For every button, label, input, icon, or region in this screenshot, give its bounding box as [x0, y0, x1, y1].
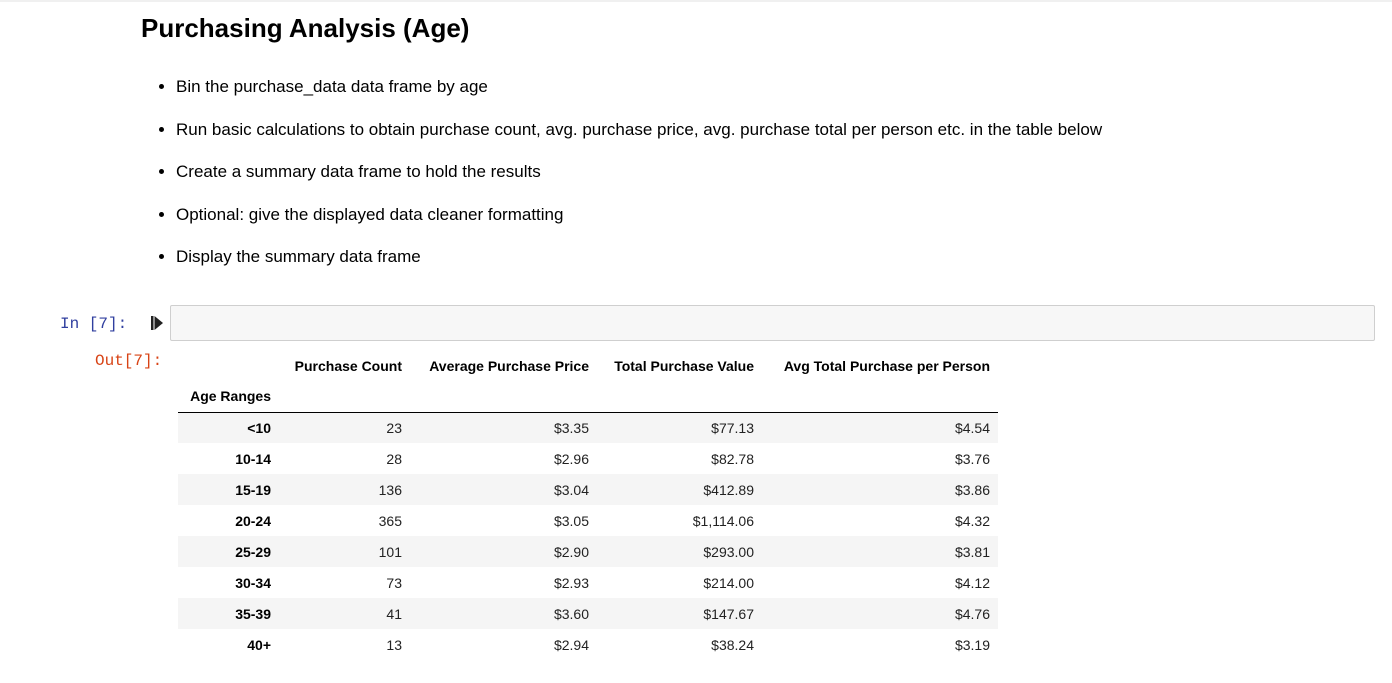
table-cell: $4.54	[954, 419, 990, 436]
row-label: 20-24	[235, 512, 271, 529]
table-cell: $82.78	[711, 450, 754, 467]
table-row: <10 23 $3.35 $77.13 $4.54	[178, 412, 998, 443]
table-cell: $3.60	[553, 605, 589, 622]
table-cell: $2.90	[553, 543, 589, 560]
run-cell-icon[interactable]	[150, 315, 164, 331]
table-cell: $214.00	[703, 574, 754, 591]
table-cell: 73	[386, 574, 402, 591]
table-row: 40+ 13 $2.94 $38.24 $3.19	[178, 629, 998, 660]
code-input[interactable]	[170, 305, 1375, 341]
table-cell: 28	[386, 450, 402, 467]
list-item: Optional: give the displayed data cleane…	[176, 202, 1102, 228]
table-row: 15-19 136 $3.04 $412.89 $3.86	[178, 474, 998, 505]
table-cell: $293.00	[703, 543, 754, 560]
table-cell: 365	[378, 512, 402, 529]
table-cell: $3.19	[954, 636, 990, 653]
table-cell: $4.76	[954, 605, 990, 622]
table-cell: $3.05	[553, 512, 589, 529]
table-cell: $4.32	[954, 512, 990, 529]
table-row: 20-24 365 $3.05 $1,114.06 $4.32	[178, 505, 998, 536]
table-cell: $3.86	[954, 481, 990, 498]
table-cell: $4.12	[954, 574, 990, 591]
markdown-cell: Purchasing Analysis (Age) Bin the purcha…	[141, 12, 1341, 266]
table-row: 30-34 73 $2.93 $214.00 $4.12	[178, 567, 998, 598]
table-cell: $412.89	[703, 481, 754, 498]
index-header-row: Age Ranges	[178, 381, 998, 413]
summary-table: Purchase Count Average Purchase Price To…	[178, 350, 998, 660]
table-cell: $2.94	[553, 636, 589, 653]
table-cell: 13	[386, 636, 402, 653]
table-cell: $3.04	[553, 481, 589, 498]
column-header: Average Purchase Price	[429, 357, 589, 374]
row-label: 15-19	[235, 481, 271, 498]
output-prompt: Out[7]:	[95, 352, 163, 370]
table-cell: $77.13	[711, 419, 754, 436]
section-title: Purchasing Analysis (Age)	[141, 13, 470, 43]
index-name: Age Ranges	[178, 381, 279, 413]
table-cell: $2.93	[553, 574, 589, 591]
list-item: Display the summary data frame	[176, 244, 1102, 270]
table-cell: 41	[386, 605, 402, 622]
table-cell: $3.35	[553, 419, 589, 436]
input-prompt: In [7]:	[60, 315, 128, 333]
table-cell: $3.81	[954, 543, 990, 560]
table-cell: $1,114.06	[692, 512, 754, 529]
row-label: <10	[247, 419, 271, 436]
table-cell: $147.67	[703, 605, 754, 622]
row-label: 10-14	[235, 450, 271, 467]
row-label: 25-29	[235, 543, 271, 560]
blank-header	[178, 350, 279, 381]
table-cell: 101	[378, 543, 402, 560]
table-row: 35-39 41 $3.60 $147.67 $4.76	[178, 598, 998, 629]
column-header: Total Purchase Value	[614, 357, 754, 374]
table-row: 25-29 101 $2.90 $293.00 $3.81	[178, 536, 998, 567]
list-item: Bin the purchase_data data frame by age	[176, 74, 1102, 100]
table-cell: $3.76	[954, 450, 990, 467]
list-item: Run basic calculations to obtain purchas…	[176, 117, 1102, 143]
table-cell: $38.24	[711, 636, 754, 653]
list-item: Create a summary data frame to hold the …	[176, 159, 1102, 185]
dataframe-output: Purchase Count Average Purchase Price To…	[178, 350, 998, 660]
table-cell: $2.96	[553, 450, 589, 467]
column-header-row: Purchase Count Average Purchase Price To…	[178, 350, 998, 381]
table-cell: 23	[386, 419, 402, 436]
column-header: Purchase Count	[294, 357, 402, 374]
table-cell: 136	[378, 481, 402, 498]
top-divider	[0, 0, 1392, 2]
column-header: Avg Total Purchase per Person	[783, 357, 990, 374]
instruction-list: Bin the purchase_data data frame by age …	[141, 74, 1102, 287]
row-label: 30-34	[235, 574, 271, 591]
row-label: 40+	[247, 636, 271, 653]
row-label: 35-39	[235, 605, 271, 622]
table-row: 10-14 28 $2.96 $82.78 $3.76	[178, 443, 998, 474]
